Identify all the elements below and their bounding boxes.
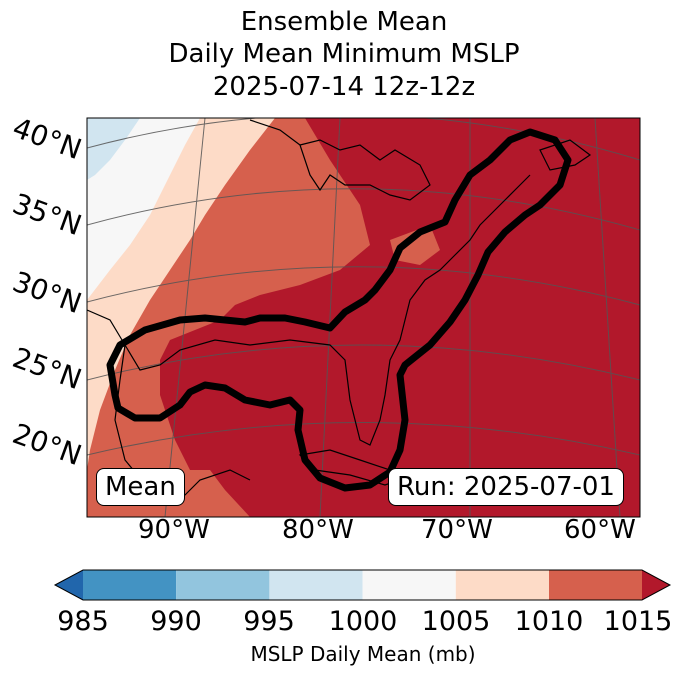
great-lakes (299, 139, 431, 201)
colorbar-seg-990-995 (176, 570, 270, 600)
colorbar-tick-990: 990 (150, 606, 202, 637)
colorbar-seg-1010-1015 (549, 570, 642, 600)
title-line-3: 2025-07-14 12z-12z (212, 72, 476, 102)
colorbar-seg-1000-1005 (362, 570, 456, 600)
meridian-80w (319, 118, 341, 517)
canada-border (249, 119, 301, 146)
colorbar-tick-1015: 1015 (603, 606, 673, 637)
colorbar-seg-1005-1010 (455, 570, 549, 600)
band-995-1000 (87, 118, 200, 300)
colorbar-tick-995: 995 (243, 606, 295, 637)
parallel-30n (87, 266, 640, 306)
colorbar-label: MSLP Daily Mean (mb) (250, 642, 476, 666)
lon-label-80w: 80°W (282, 515, 354, 545)
colorbar (53, 569, 672, 601)
title-line-2: Daily Mean Minimum MSLP (168, 39, 520, 69)
lon-label-70w: 70°W (421, 515, 493, 545)
pressure-field (87, 118, 640, 517)
run-label-box: Run: 2025-07-01 (388, 468, 624, 506)
colorbar-under-arrow (55, 570, 83, 600)
ensemble-contour (106, 128, 572, 492)
colorbar-over-arrow (642, 570, 670, 600)
nova-scotia (539, 139, 592, 171)
mean-label-box: Mean (96, 468, 185, 506)
band-990-995 (87, 118, 140, 180)
parallel-35n (87, 188, 640, 231)
parallel-20n (87, 422, 640, 456)
title-line-1: Ensemble Mean (240, 7, 448, 37)
band-1005-1010-east (390, 225, 440, 265)
parallel-40n (87, 118, 640, 161)
colorbar-tick-1005: 1005 (421, 606, 491, 637)
lon-label-90w: 90°W (138, 515, 210, 545)
colorbar-seg-995-1000 (269, 570, 363, 600)
colorbar-tick-1000: 1000 (328, 606, 398, 637)
colorbar-seg-985-990 (83, 570, 177, 600)
meridian-60w (594, 118, 621, 517)
lon-label-60w: 60°W (564, 515, 636, 545)
colorbar-outline (53, 569, 672, 601)
map-frame (86, 117, 641, 518)
gulf-coast (87, 174, 531, 446)
colorbar-tick-985: 985 (57, 606, 109, 637)
colorbar-tick-1010: 1010 (514, 606, 584, 637)
